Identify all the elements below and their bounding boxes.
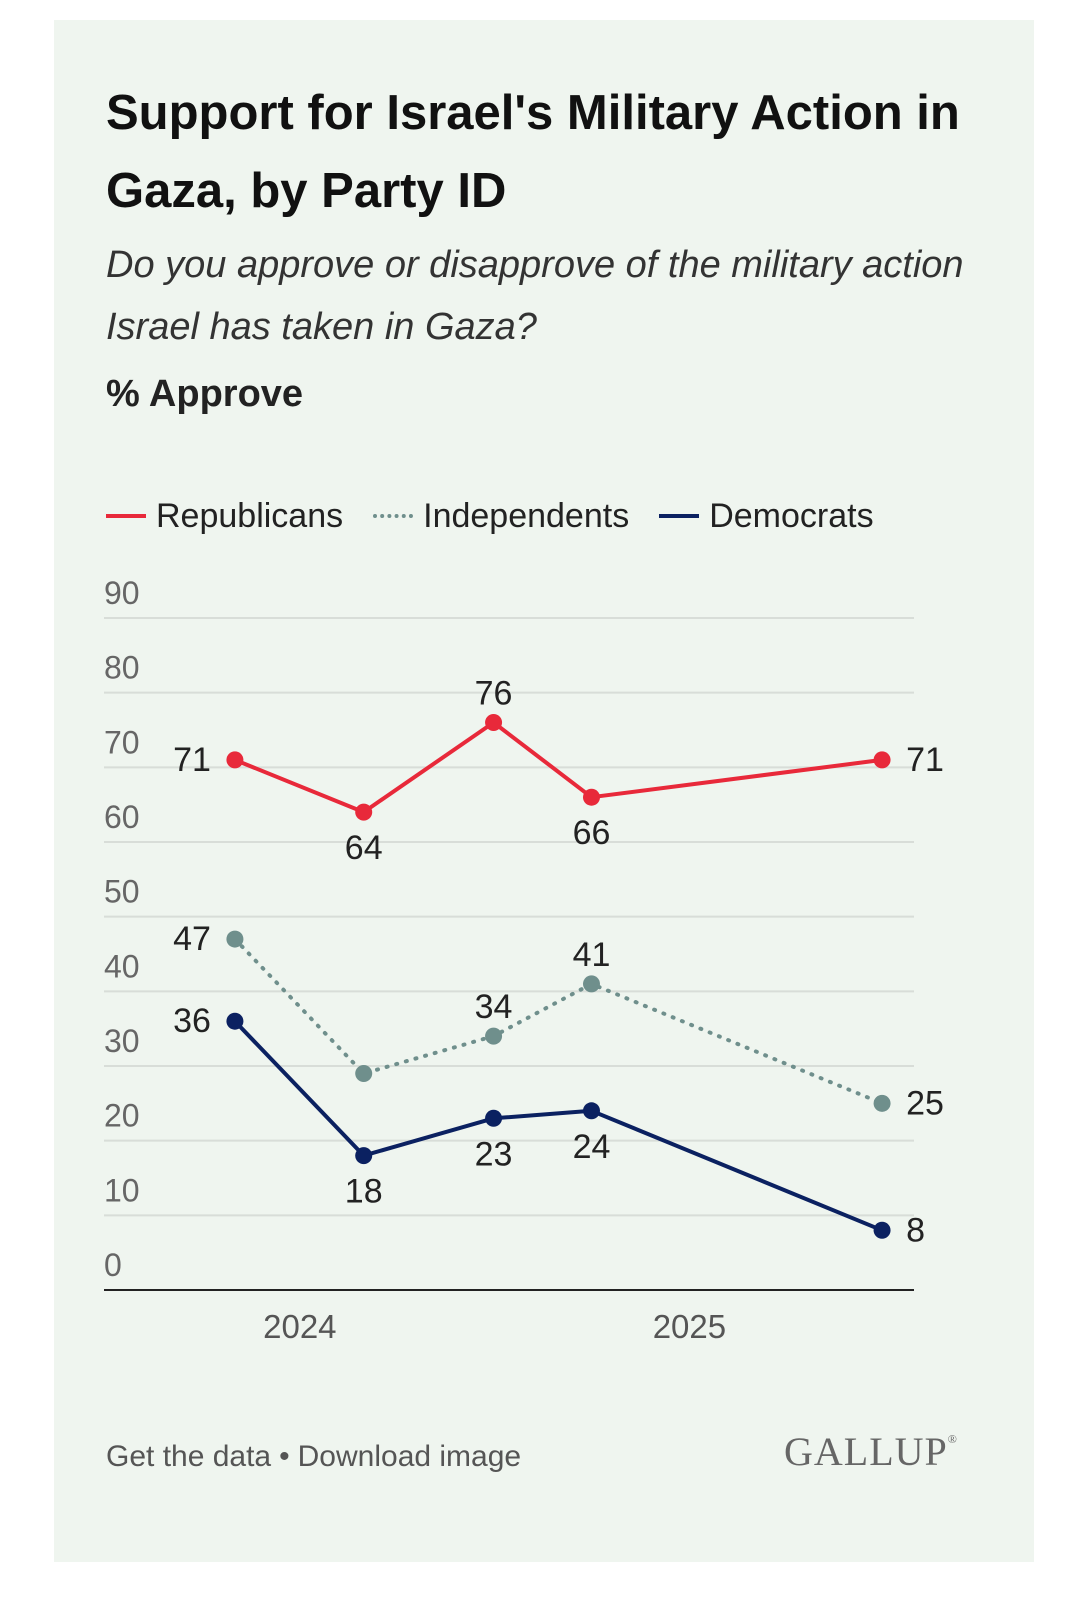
y-tick-label: 70 — [104, 724, 140, 760]
data-label: 36 — [173, 1002, 211, 1040]
y-tick-label: 10 — [104, 1172, 140, 1208]
y-tick-label: 40 — [104, 948, 140, 984]
legend-item-republicans: Republicans — [106, 497, 343, 536]
y-tick-label: 0 — [104, 1247, 122, 1283]
democrats-point — [582, 1102, 600, 1120]
independents-point — [485, 1027, 503, 1045]
legend-label: Independents — [423, 496, 630, 535]
chart-card: Support for Israel's Military Action in … — [54, 20, 1034, 1562]
independents-point — [582, 975, 600, 993]
legend-label: Democrats — [709, 496, 874, 535]
data-label: 71 — [906, 741, 944, 779]
data-label: 34 — [475, 988, 513, 1026]
y-tick-label: 50 — [104, 874, 140, 910]
measure-label: % Approve — [106, 373, 304, 415]
republicans-point — [485, 714, 503, 732]
data-label: 41 — [573, 936, 611, 974]
data-label: 25 — [906, 1084, 944, 1122]
independents-point — [873, 1094, 891, 1112]
democrats-point — [485, 1109, 503, 1127]
x-tick-label: 2024 — [263, 1308, 336, 1345]
republicans-point — [582, 788, 600, 806]
data-label: 66 — [573, 814, 611, 852]
y-tick-label: 90 — [104, 575, 140, 611]
chart-title: Support for Israel's Military Action in … — [106, 86, 960, 218]
data-label: 23 — [475, 1135, 513, 1173]
democrats-point — [873, 1221, 891, 1239]
gallup-logo-text: GALLUP — [784, 1429, 948, 1474]
republicans-point — [226, 751, 244, 769]
y-tick-label: 30 — [104, 1023, 140, 1059]
independents-line — [232, 937, 885, 1106]
footer-separator: • — [279, 1440, 290, 1473]
legend-item-democrats: Democrats — [659, 496, 874, 536]
legend-swatch — [659, 514, 700, 518]
line-chart: 0 10 20 30 40 50 60 70 80 90 2024 2025 71 64 76 66 71 47 3… — [104, 575, 944, 1345]
independents-point — [355, 1064, 373, 1082]
democrats-point — [355, 1147, 373, 1165]
legend-swatch — [106, 514, 146, 518]
legend: Republicans Independents Democrats — [106, 490, 904, 542]
data-label: 8 — [906, 1211, 925, 1249]
republicans-point — [873, 751, 891, 769]
legend-label: Republicans — [156, 496, 344, 535]
x-tick-label: 2025 — [653, 1308, 726, 1345]
gallup-logo: GALLUP® — [784, 1428, 958, 1475]
republicans-point — [355, 803, 373, 821]
data-label: 24 — [573, 1128, 611, 1166]
download-image-link[interactable]: Download image — [297, 1440, 522, 1473]
legend-item-independents: Independents — [373, 497, 629, 536]
democrats-point — [226, 1012, 244, 1030]
y-tick-label: 80 — [104, 650, 140, 686]
get-data-link[interactable]: Get the data — [106, 1440, 272, 1473]
survey-question: Do you approve or disapprove of the mili… — [106, 244, 964, 348]
footer-links: Get the data • Download image — [106, 1440, 521, 1474]
data-label: 76 — [475, 675, 513, 713]
y-tick-label: 20 — [104, 1098, 140, 1134]
y-tick-label: 60 — [104, 799, 140, 835]
democrats-line — [232, 1019, 885, 1233]
data-label: 18 — [345, 1173, 383, 1211]
legend-swatch — [373, 514, 414, 518]
data-label: 64 — [345, 829, 383, 867]
independents-point — [226, 930, 244, 948]
registered-mark: ® — [947, 1432, 958, 1446]
data-label: 47 — [173, 920, 211, 958]
data-label: 71 — [173, 741, 211, 779]
